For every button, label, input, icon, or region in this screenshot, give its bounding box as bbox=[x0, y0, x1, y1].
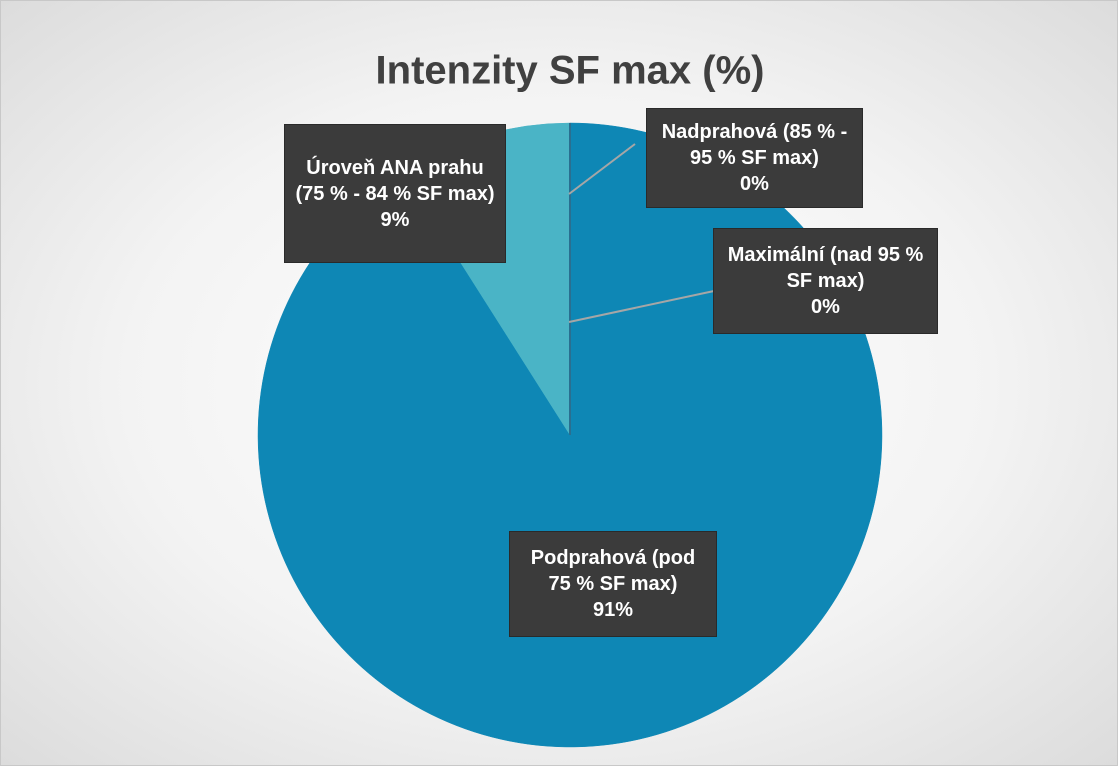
label-value: 9% bbox=[380, 208, 410, 231]
label-value: 0% bbox=[811, 296, 840, 318]
label-value: 91% bbox=[592, 599, 634, 621]
label-category: Podprahová (pod 75 % SF max) bbox=[530, 547, 696, 595]
data-label: Úroveň ANA prahu (75 % - 84 % SF max) 9% bbox=[284, 124, 506, 263]
data-label: Podprahová (pod 75 % SF max) 91% bbox=[509, 531, 717, 637]
leader-line bbox=[568, 143, 636, 195]
label-category: Úroveň ANA prahu (75 % - 84 % SF max) bbox=[295, 156, 495, 205]
label-value: 0% bbox=[740, 173, 769, 195]
label-category: Nadprahová (85 % - 95 % SF max) bbox=[661, 121, 848, 169]
chart-title: Intenzity SF max (%) bbox=[376, 49, 765, 93]
label-category: Maximální (nad 95 % SF max) bbox=[727, 244, 924, 292]
leader-line bbox=[568, 290, 715, 323]
data-label: Maximální (nad 95 % SF max) 0% bbox=[713, 228, 938, 334]
data-label: Nadprahová (85 % - 95 % SF max) 0% bbox=[646, 108, 863, 208]
